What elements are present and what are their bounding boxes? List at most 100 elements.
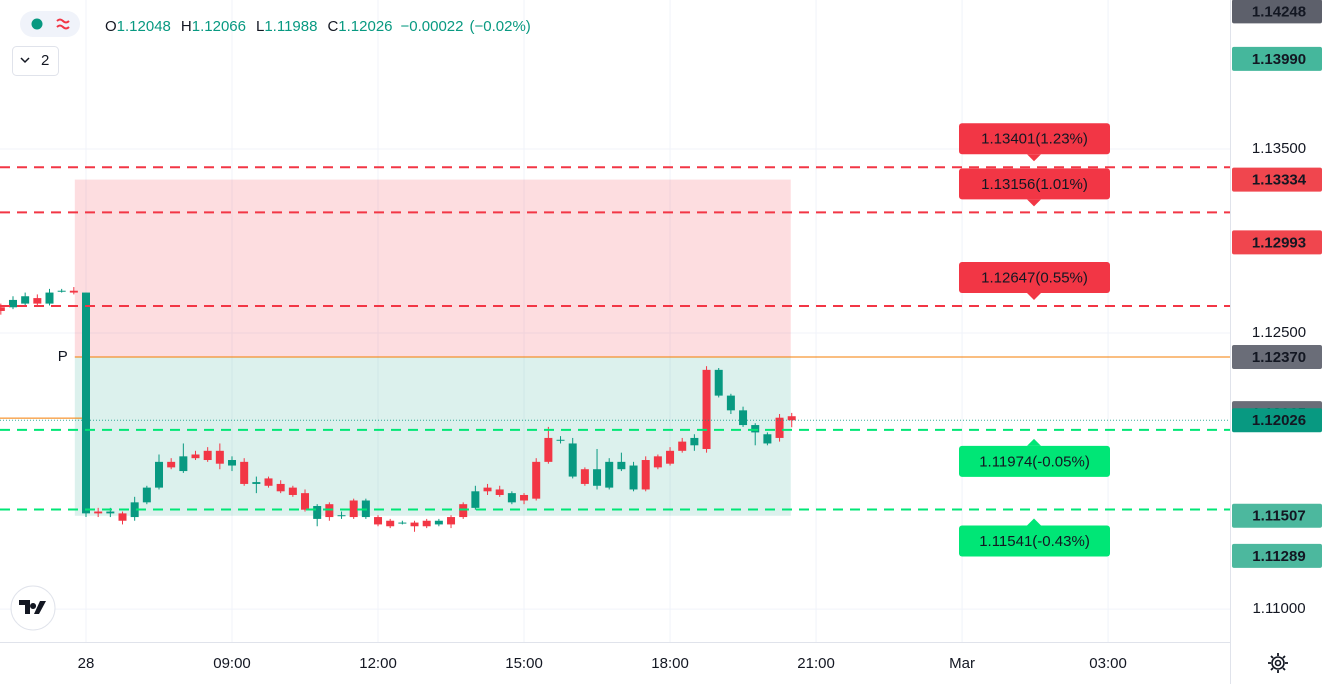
candle-body (57, 290, 66, 292)
price-label: 1.12993 (1252, 234, 1306, 251)
candle-body (702, 369, 711, 449)
level-label-box (959, 445, 1110, 477)
candle-body (751, 425, 760, 433)
target-zone (74, 356, 791, 516)
candle-body (240, 461, 249, 484)
level-label: 1.13156(1.01%) (981, 176, 1088, 193)
price-label: 1.11289 (1252, 548, 1305, 565)
candle-body (544, 437, 553, 462)
candle-body (264, 478, 273, 486)
y-tick-label: 1.13500 (1252, 140, 1306, 157)
entry-marker: P (58, 348, 68, 365)
price-label-box (1232, 46, 1322, 71)
candle-body (507, 493, 516, 503)
candle-body (179, 456, 188, 472)
candle-body (726, 395, 735, 411)
candle-body (45, 292, 54, 304)
candle-body (775, 417, 784, 438)
legend-value: 1.12048 (117, 18, 171, 35)
candle-body (447, 517, 456, 525)
plot-underlay (0, 0, 1230, 642)
legend-key: H (181, 18, 192, 35)
legend-key: L (256, 18, 264, 35)
level-label-box (959, 262, 1110, 294)
candle-body (167, 461, 176, 468)
candle-body (337, 515, 346, 517)
candle-body (666, 450, 675, 464)
price-label: 1.12370 (1252, 349, 1306, 366)
x-tick-label: 12:00 (359, 655, 397, 672)
candle-body (288, 487, 297, 495)
candle-body (459, 504, 468, 518)
candle-body (629, 465, 638, 490)
candle-body (483, 487, 492, 492)
candle-body (276, 483, 285, 492)
candle-body (0, 307, 5, 311)
price-label-box (1232, 167, 1322, 192)
legend-change-pct: (−0.02%) (470, 18, 531, 35)
chevron-icon (20, 57, 30, 64)
collapsed-count: 2 (41, 52, 49, 69)
legend-change: −0.00022 (401, 18, 464, 35)
candle-body (593, 469, 602, 486)
price-label-box (1232, 0, 1322, 24)
logo (19, 600, 46, 614)
candle-body (94, 511, 103, 514)
candle-body (471, 491, 480, 508)
x-tick-label: 03:00 (1089, 655, 1127, 672)
candle-body (191, 454, 200, 459)
price-label: 1.12026 (1252, 412, 1306, 429)
y-tick-label: 1.12500 (1252, 324, 1306, 341)
level-label-box (959, 123, 1110, 155)
candle-body (398, 522, 407, 524)
candle-body (678, 441, 687, 451)
candle-body (714, 369, 723, 396)
candle-body (617, 461, 626, 470)
candle-body (252, 482, 261, 484)
x-tick-label: 18:00 (651, 655, 689, 672)
x-tick-label: 15:00 (505, 655, 543, 672)
gear-ring (1271, 656, 1285, 670)
candle-body (118, 513, 127, 521)
level-label-box (959, 525, 1110, 557)
price-label: 1.13990 (1252, 51, 1306, 68)
y-tick-label: 1.11000 (1252, 600, 1305, 617)
candle-body (386, 520, 395, 527)
label-pointer (1027, 293, 1041, 301)
label-pointer (1027, 518, 1041, 526)
candle-body (33, 298, 42, 304)
candle-body (422, 520, 431, 527)
candle-body (8, 299, 17, 308)
level-label-box (959, 168, 1110, 200)
candle-body (130, 502, 139, 518)
candle-body (690, 437, 699, 446)
candle-body (69, 290, 78, 293)
price-label: 1.14248 (1252, 3, 1306, 20)
price-label-box (1232, 543, 1322, 568)
x-tick-label: 28 (78, 655, 95, 672)
collapse-button[interactable] (12, 46, 59, 76)
label-pointer (1027, 154, 1041, 162)
legend-key: O (105, 18, 117, 35)
candle-body (349, 500, 358, 518)
price-label-box (1232, 230, 1322, 255)
candle-body (106, 511, 115, 514)
symbol-status-pill[interactable] (20, 11, 80, 37)
gear-teeth (1268, 653, 1288, 673)
x-tick-label: 09:00 (213, 655, 251, 672)
candle-body (142, 487, 151, 503)
x-tick-label: Mar (949, 655, 975, 672)
candle-body (434, 520, 443, 525)
gear-hub (1274, 659, 1282, 667)
price-label: 1.13334 (1252, 172, 1307, 189)
settings-button[interactable] (1268, 653, 1288, 673)
candle-body (301, 493, 310, 510)
candle-body (203, 450, 212, 461)
price-label: 1.11507 (1252, 508, 1305, 525)
ohlc-legend: O1.12048 H1.12066 L1.11988 C1.12026 −0.00022… (105, 18, 531, 35)
candle-body (739, 410, 748, 426)
legend-key: C (327, 18, 338, 35)
